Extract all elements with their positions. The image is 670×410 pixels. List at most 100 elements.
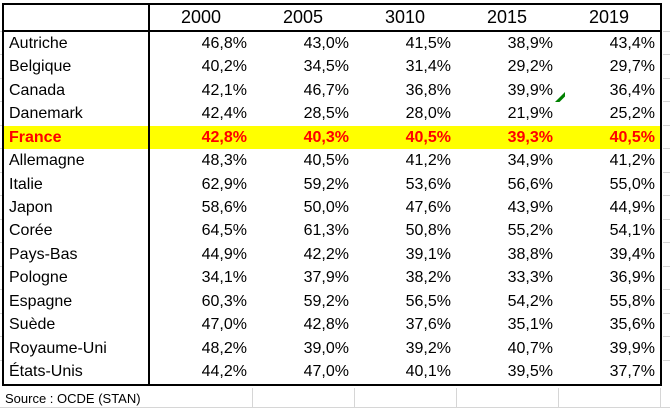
- cell-France-3010[interactable]: 40,5%: [354, 125, 456, 150]
- cell-Italie-2019[interactable]: 55,0%: [609, 175, 655, 193]
- cell-Corée-2005[interactable]: 61,3%: [303, 222, 349, 240]
- column-header-2000[interactable]: 2000: [150, 5, 252, 32]
- cell-Pays-Bas-2000[interactable]: 44,9%: [201, 245, 247, 263]
- cell-Royaume-Uni-2015[interactable]: 40,7%: [507, 339, 553, 357]
- cell-Pays-Bas-2015[interactable]: 38,8%: [507, 245, 553, 263]
- sheet-gridline: [0, 54, 2, 55]
- cell-Canada-2019[interactable]: 36,4%: [609, 81, 655, 99]
- row-label-Suède[interactable]: Suède: [4, 313, 150, 338]
- cell-Royaume-Uni-2000[interactable]: 48,2%: [201, 339, 247, 357]
- cell-Pologne-2000[interactable]: 34,1%: [201, 269, 247, 287]
- cell-Espagne-2019[interactable]: 55,8%: [609, 292, 655, 310]
- cell-Suède-2015[interactable]: 35,1%: [507, 316, 553, 334]
- cell-France-2000[interactable]: 42,8%: [150, 125, 252, 150]
- cell-Suède-3010[interactable]: 37,6%: [405, 316, 451, 334]
- column-header-3010[interactable]: 3010: [354, 5, 456, 32]
- cell-Pays-Bas-2019[interactable]: 39,4%: [609, 245, 655, 263]
- cell-Espagne-2000[interactable]: 60,3%: [201, 292, 247, 310]
- sheet-gridline: [663, 313, 670, 314]
- cell-Japon-2019[interactable]: 44,9%: [609, 198, 655, 216]
- cell-Pays-Bas-2005[interactable]: 42,2%: [303, 245, 349, 263]
- cell-États-Unis-3010[interactable]: 40,1%: [405, 363, 451, 381]
- cell-Autriche-3010[interactable]: 41,5%: [405, 34, 451, 52]
- cell-Italie-3010[interactable]: 53,6%: [405, 175, 451, 193]
- column-header-2015[interactable]: 2015: [456, 5, 558, 32]
- cell-Espagne-2005[interactable]: 59,2%: [303, 292, 349, 310]
- cell-Italie-2015[interactable]: 56,6%: [507, 175, 553, 193]
- cell-Danemark-2000[interactable]: 42,4%: [201, 105, 247, 123]
- cell-Danemark-3010[interactable]: 28,0%: [405, 105, 451, 123]
- cell-Italie-2000[interactable]: 62,9%: [201, 175, 247, 193]
- sheet-gridline: [0, 195, 2, 196]
- cell-Danemark-2005[interactable]: 28,5%: [303, 105, 349, 123]
- cell-Belgique-2015[interactable]: 29,2%: [507, 58, 553, 76]
- cell-États-Unis-2015[interactable]: 39,5%: [507, 363, 553, 381]
- cell-Espagne-3010[interactable]: 56,5%: [405, 292, 451, 310]
- cell-États-Unis-2019[interactable]: 37,7%: [609, 363, 655, 381]
- cell-États-Unis-2000[interactable]: 44,2%: [201, 363, 247, 381]
- cell-Autriche-2019[interactable]: 43,4%: [609, 34, 655, 52]
- cell-Autriche-2000[interactable]: 46,8%: [201, 34, 247, 52]
- cell-Royaume-Uni-2005[interactable]: 39,0%: [303, 339, 349, 357]
- cell-Allemagne-3010[interactable]: 41,2%: [405, 152, 451, 170]
- cell-États-Unis-2005[interactable]: 47,0%: [303, 363, 349, 381]
- cell-Corée-2019[interactable]: 54,1%: [609, 222, 655, 240]
- column-header-2005[interactable]: 2005: [252, 5, 354, 32]
- cell-France-2019[interactable]: 40,5%: [558, 125, 660, 150]
- cell-Belgique-2019[interactable]: 29,7%: [609, 58, 655, 76]
- cell-Autriche-2005[interactable]: 43,0%: [303, 34, 349, 52]
- cell-Canada-2000[interactable]: 42,1%: [201, 81, 247, 99]
- row-label-Pologne[interactable]: Pologne: [4, 266, 150, 291]
- cell-Belgique-3010[interactable]: 31,4%: [405, 58, 451, 76]
- row-label-Pays-Bas[interactable]: Pays-Bas: [4, 243, 150, 267]
- row-label-Corée[interactable]: Corée: [4, 219, 150, 244]
- cell-Corée-2015[interactable]: 55,2%: [507, 222, 553, 240]
- cell-Allemagne-2005[interactable]: 40,5%: [303, 152, 349, 170]
- cell-Pologne-2015[interactable]: 33,3%: [507, 269, 553, 287]
- cell-Danemark-2019[interactable]: 25,2%: [609, 105, 655, 123]
- cell-Japon-2000[interactable]: 58,6%: [201, 198, 247, 216]
- cell-Pologne-3010[interactable]: 38,2%: [405, 269, 451, 287]
- row-label-France[interactable]: France: [4, 125, 150, 150]
- row-label-Autriche[interactable]: Autriche: [4, 32, 150, 56]
- cell-France-2015[interactable]: 39,3%: [456, 125, 558, 150]
- row-label-Espagne[interactable]: Espagne: [4, 290, 150, 314]
- cell-Espagne-2015[interactable]: 54,2%: [507, 292, 553, 310]
- row-label-Canada[interactable]: Canada: [4, 78, 150, 103]
- column-header-2019[interactable]: 2019: [558, 5, 660, 32]
- cell-Royaume-Uni-2019[interactable]: 39,9%: [609, 339, 655, 357]
- cell-Japon-3010[interactable]: 47,6%: [405, 198, 451, 216]
- row-label-Belgique[interactable]: Belgique: [4, 55, 150, 79]
- source-note: Source : OCDE (STAN): [5, 389, 141, 407]
- cell-Suède-2005[interactable]: 42,8%: [303, 316, 349, 334]
- cell-Pays-Bas-3010[interactable]: 39,1%: [405, 245, 451, 263]
- cell-Japon-2005[interactable]: 50,0%: [303, 198, 349, 216]
- cell-France-2005[interactable]: 40,3%: [252, 125, 354, 150]
- cell-Royaume-Uni-3010[interactable]: 39,2%: [405, 339, 451, 357]
- cell-Canada-2005[interactable]: 46,7%: [303, 81, 349, 99]
- row-label-Allemagne[interactable]: Allemagne: [4, 149, 150, 173]
- cell-Autriche-2015[interactable]: 38,9%: [507, 34, 553, 52]
- cell-Allemagne-2000[interactable]: 48,3%: [201, 152, 247, 170]
- row-label-Italie[interactable]: Italie: [4, 172, 150, 197]
- cell-Japon-2015[interactable]: 43,9%: [507, 198, 553, 216]
- row-label-Japon[interactable]: Japon: [4, 196, 150, 220]
- row-label-Royaume-Uni[interactable]: Royaume-Uni: [4, 337, 150, 361]
- cell-Suède-2019[interactable]: 35,6%: [609, 316, 655, 334]
- corner-cell[interactable]: [4, 5, 150, 32]
- cell-Canada-2015[interactable]: 39,9%: [507, 81, 553, 99]
- cell-Pologne-2005[interactable]: 37,9%: [303, 269, 349, 287]
- cell-Corée-3010[interactable]: 50,8%: [405, 222, 451, 240]
- cell-Italie-2005[interactable]: 59,2%: [303, 175, 349, 193]
- row-label-Danemark[interactable]: Danemark: [4, 102, 150, 126]
- cell-Belgique-2005[interactable]: 34,5%: [303, 58, 349, 76]
- cell-Canada-3010[interactable]: 36,8%: [405, 81, 451, 99]
- cell-Danemark-2015[interactable]: 21,9%: [507, 105, 553, 123]
- cell-Pologne-2019[interactable]: 36,9%: [609, 269, 655, 287]
- cell-Allemagne-2019[interactable]: 41,2%: [609, 152, 655, 170]
- cell-Allemagne-2015[interactable]: 34,9%: [507, 152, 553, 170]
- cell-Suède-2000[interactable]: 47,0%: [201, 316, 247, 334]
- cell-Corée-2000[interactable]: 64,5%: [201, 222, 247, 240]
- cell-Belgique-2000[interactable]: 40,2%: [201, 58, 247, 76]
- row-label-États-Unis[interactable]: États-Unis: [4, 360, 150, 384]
